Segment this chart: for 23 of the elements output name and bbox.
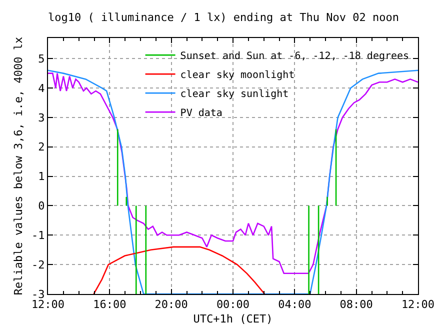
x-tick-label: 20:00 xyxy=(154,298,188,312)
x-tick-label: 00:00 xyxy=(216,298,250,312)
chart-title: log10 ( illuminance / 1 lx) ending at Thu Nov 02 noon xyxy=(48,11,399,24)
y-tick-label: -1 xyxy=(32,229,45,242)
legend-label: clear sky sunlight xyxy=(180,88,289,100)
y-tick-label: -2 xyxy=(32,258,45,272)
x-tick-label: 12:00 xyxy=(401,298,435,312)
legend-label: Sunset and Sun at -6, -12, -18 degrees xyxy=(180,50,410,62)
y-tick-label: -3 xyxy=(32,288,45,301)
y-tick-label: 5 xyxy=(38,52,45,66)
x-tick-label: 04:00 xyxy=(278,298,312,312)
y-axis-title: Reliable values below 3,6, i.e, 4000 lx xyxy=(12,36,26,296)
x-tick-label: 16:00 xyxy=(93,298,126,312)
x-tick-label: 12:00 xyxy=(31,298,65,312)
y-tick-label: 4 xyxy=(38,82,46,95)
y-tick-label: 2 xyxy=(38,140,45,154)
x-axis-title: UTC+1h (CET) xyxy=(193,312,273,326)
legend-label: PV data xyxy=(180,108,222,119)
legend-label: clear sky moonlight xyxy=(180,70,295,81)
y-tick-label: 3 xyxy=(38,111,45,124)
y-tick-label: 1 xyxy=(38,170,45,184)
x-tick-label: 08:00 xyxy=(340,298,373,312)
y-tick-label: 0 xyxy=(38,200,45,213)
